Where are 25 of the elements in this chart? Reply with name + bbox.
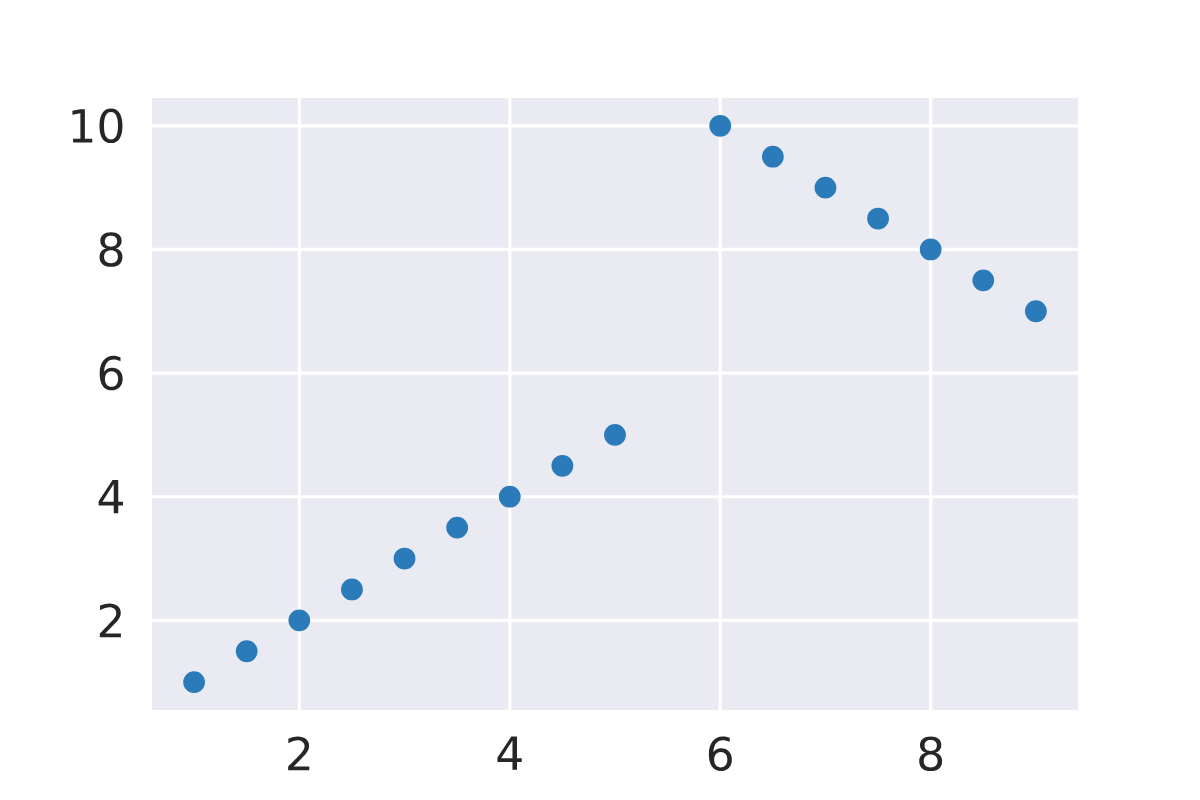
point <box>761 145 784 168</box>
y-tick-label: 10 <box>72 108 123 144</box>
y-tick-label: 8 <box>99 232 123 267</box>
point <box>814 176 837 199</box>
point <box>972 269 995 292</box>
point <box>1024 300 1047 323</box>
point <box>709 114 732 137</box>
y-tick-label: 4 <box>98 480 123 514</box>
point <box>446 516 469 539</box>
x-tick-label: 8 <box>919 736 943 772</box>
point <box>393 547 416 570</box>
point <box>867 207 889 230</box>
point <box>498 485 521 508</box>
point <box>288 609 311 632</box>
point <box>551 454 574 477</box>
x-tick-label: 2 <box>288 736 310 771</box>
y-tick-label: 6 <box>99 355 123 391</box>
x-tick-label: 6 <box>708 736 732 772</box>
point <box>919 238 942 261</box>
y-tick-label: 2 <box>99 603 121 638</box>
point <box>341 578 363 601</box>
point <box>604 424 626 446</box>
point <box>183 671 205 694</box>
point <box>235 640 258 663</box>
x-tick-label: 4 <box>497 736 522 770</box>
